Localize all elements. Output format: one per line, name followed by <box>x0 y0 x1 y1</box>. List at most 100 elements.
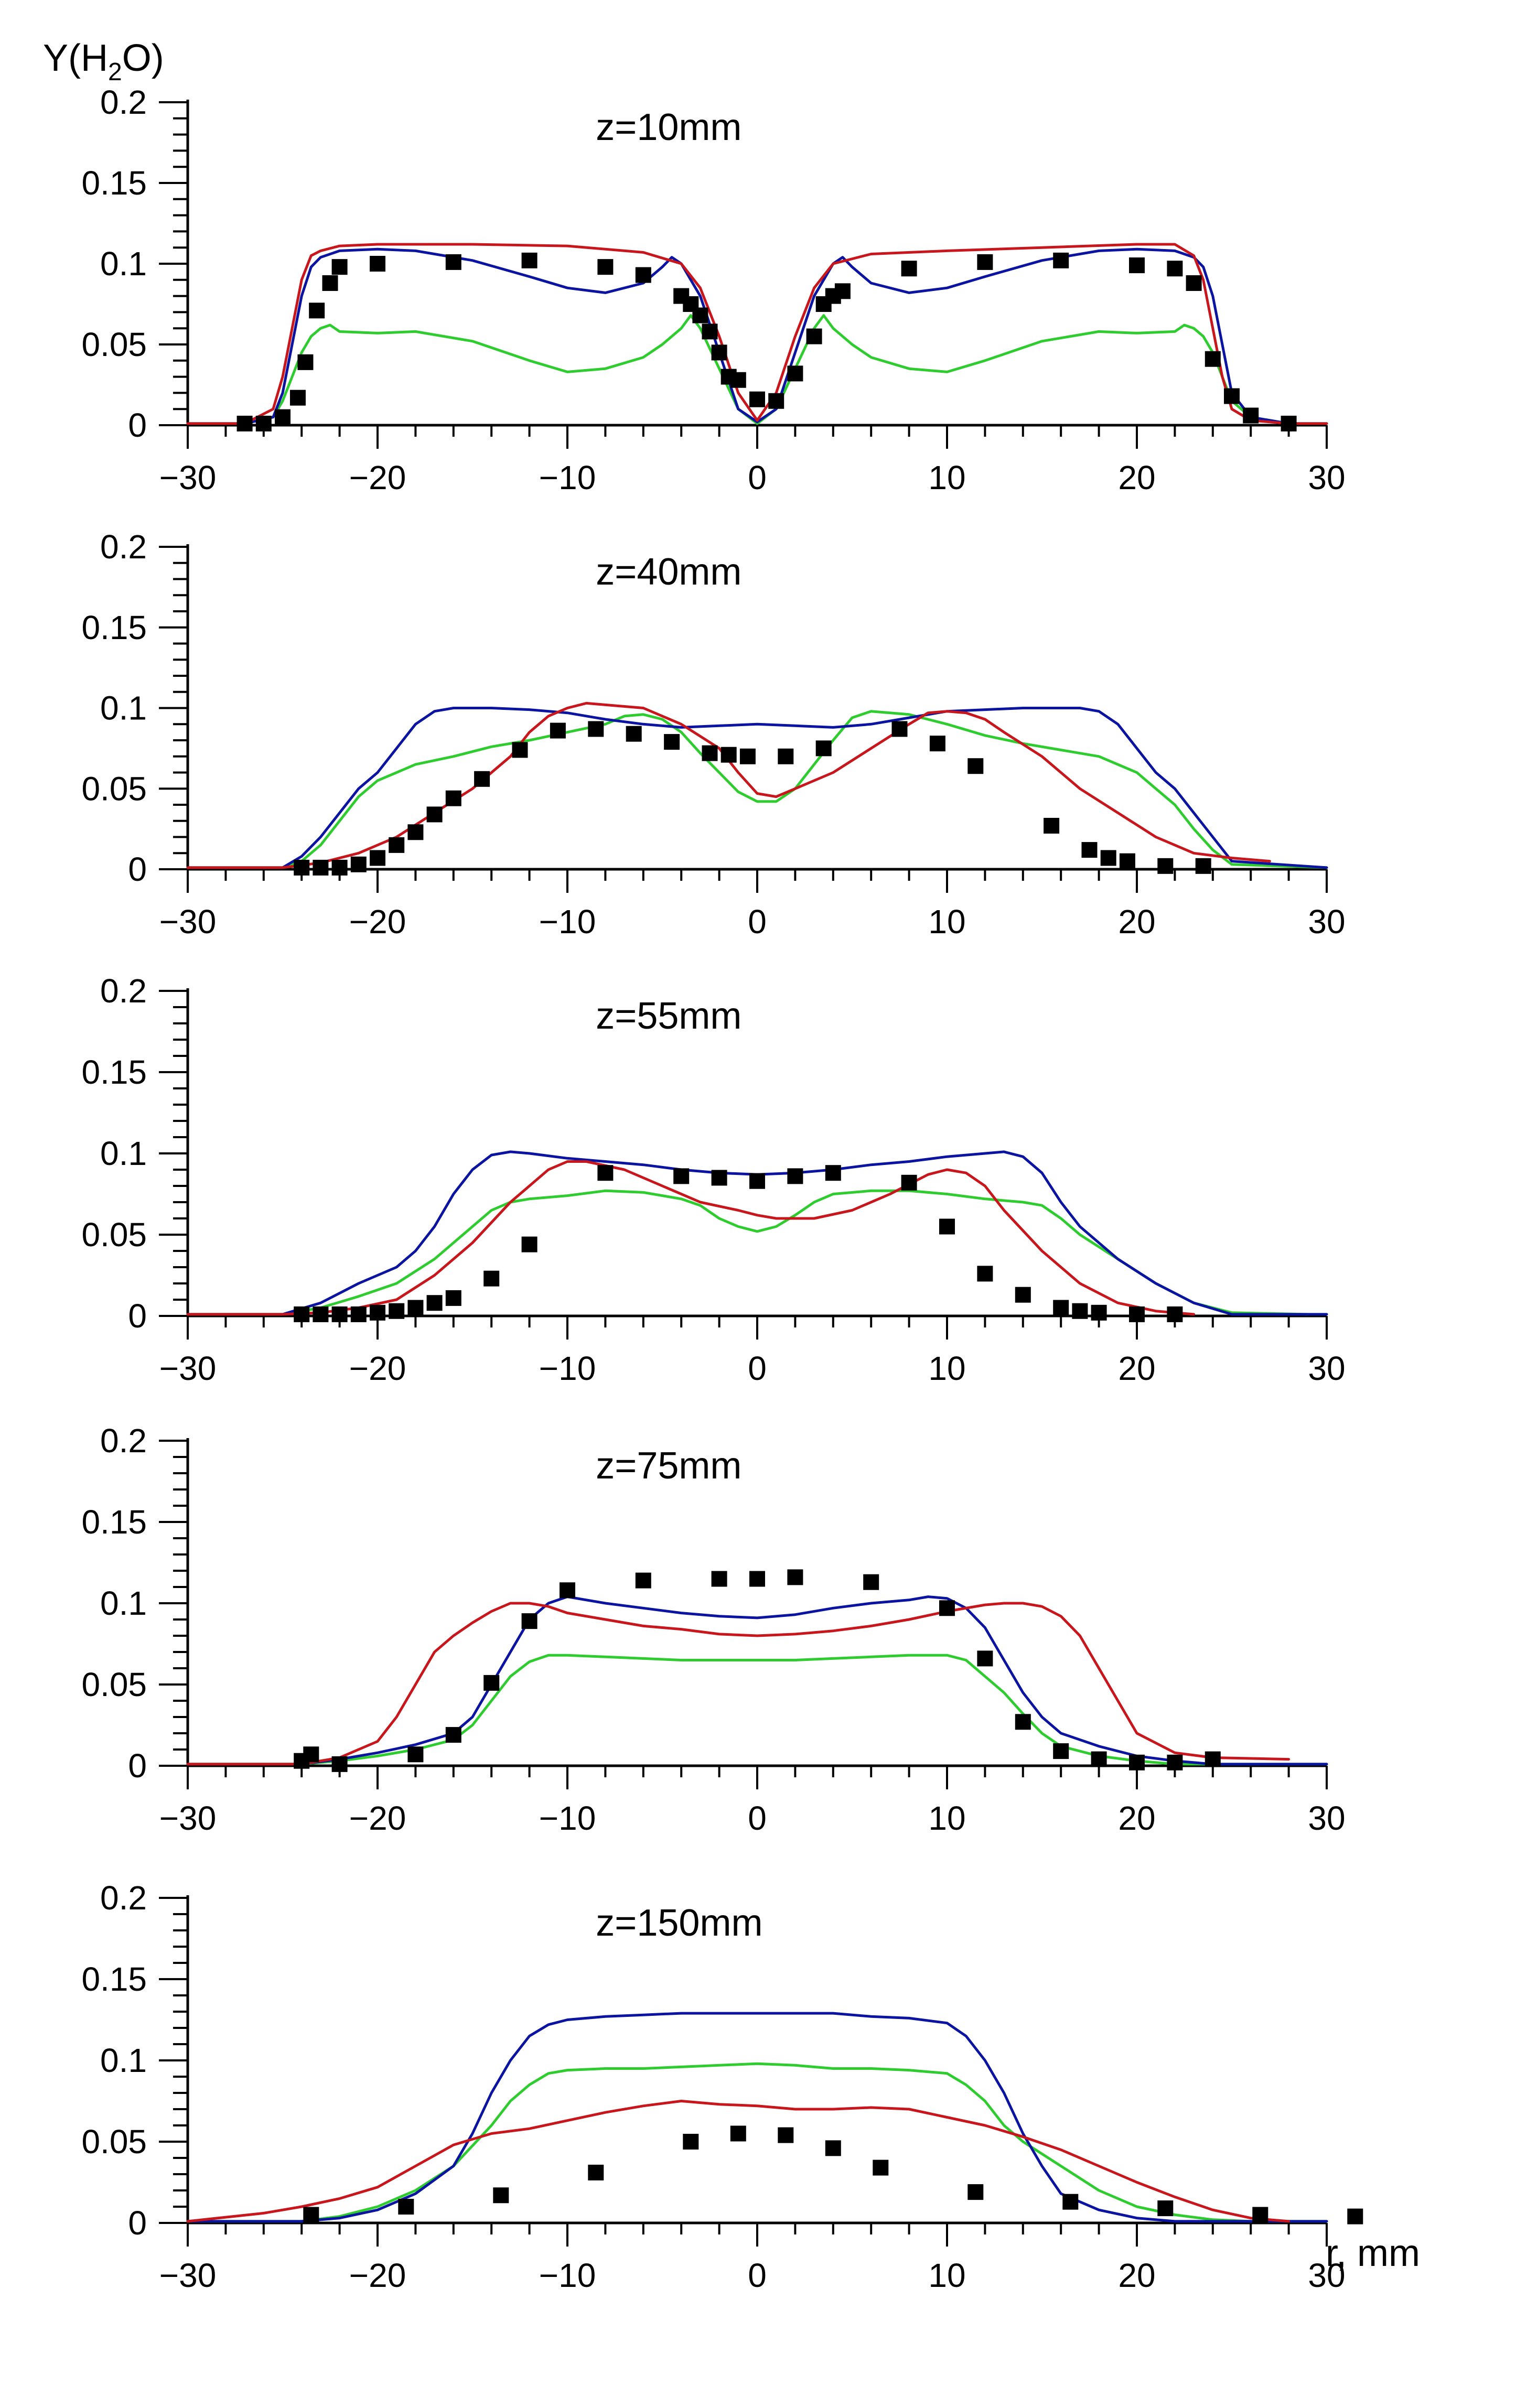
data-marker <box>939 1218 955 1235</box>
data-marker <box>1224 388 1240 404</box>
data-marker <box>891 721 908 737</box>
y-tick-label: 0 <box>128 850 147 888</box>
data-marker <box>1167 1306 1183 1322</box>
x-tick-label: 30 <box>1308 903 1345 941</box>
data-marker <box>331 259 348 275</box>
series-line-red <box>186 701 1271 869</box>
x-tick-label: −10 <box>539 459 596 496</box>
data-marker <box>834 283 851 299</box>
data-marker <box>297 354 314 370</box>
x-tick-label: 10 <box>928 903 965 941</box>
x-tick-label: −10 <box>539 1799 596 1837</box>
series-line-red <box>186 2100 1291 2223</box>
data-marker <box>236 415 253 431</box>
data-marker <box>1119 853 1135 869</box>
data-marker <box>550 722 566 739</box>
x-tick-label: −10 <box>539 1349 596 1387</box>
data-marker <box>350 856 367 872</box>
y-tick-label: 0.05 <box>81 1216 147 1254</box>
data-marker <box>294 859 310 876</box>
data-marker <box>407 1300 424 1316</box>
x-tick-label: 30 <box>1308 459 1345 496</box>
data-marker <box>445 254 461 270</box>
x-tick-label: −10 <box>539 2256 596 2294</box>
y-axis-label-main: Y(H <box>43 37 108 79</box>
data-marker <box>635 1572 651 1589</box>
data-marker <box>1015 1714 1031 1730</box>
x-tick-label: 20 <box>1118 1349 1155 1387</box>
data-marker <box>939 1600 955 1616</box>
data-marker <box>1129 1306 1145 1322</box>
data-marker <box>1167 261 1183 277</box>
data-marker <box>977 1650 993 1667</box>
data-marker <box>1205 351 1221 367</box>
data-marker <box>289 390 306 406</box>
y-tick-label: 0.2 <box>100 83 147 121</box>
y-tick-label: 0.15 <box>81 609 147 646</box>
data-marker <box>1195 858 1211 874</box>
panels-group: −30 −20 −10 0 10 20 3000.050.10.150.2z=10mm−30… <box>81 83 1363 2294</box>
data-marker <box>815 740 832 757</box>
data-marker <box>1186 275 1202 291</box>
data-marker <box>597 1165 614 1181</box>
data-marker <box>1044 817 1060 834</box>
y-tick-label: 0.15 <box>81 1503 147 1541</box>
x-tick-label: 0 <box>748 1799 767 1837</box>
x-tick-label: 20 <box>1118 459 1155 496</box>
data-marker <box>331 1756 348 1772</box>
data-marker <box>521 1613 537 1629</box>
x-tick-label: −30 <box>159 1349 217 1387</box>
data-marker <box>303 1746 319 1763</box>
x-tick-label: −20 <box>349 2256 406 2294</box>
x-tick-label: −30 <box>159 2256 217 2294</box>
panel-2: −30 −20 −10 0 10 20 30 0 0.05 0.1 0.15 0.2 z=40mm <box>81 528 1345 941</box>
y-tick-label: 0.05 <box>81 326 147 363</box>
data-marker <box>370 1304 385 1321</box>
data-marker <box>493 2187 509 2204</box>
data-marker <box>1053 252 1069 268</box>
data-marker <box>967 2184 984 2200</box>
data-marker <box>787 1569 803 1585</box>
data-marker <box>635 267 651 283</box>
panel-1: −30 −20 −10 0 10 20 30 0 0.05 0.1 0.15 0.2 z=10mm <box>81 83 1345 496</box>
x-tick-label: 10 <box>928 1799 965 1837</box>
data-marker <box>711 344 727 361</box>
data-marker <box>664 734 680 750</box>
x-tick-label: −20 <box>349 903 406 941</box>
panel-3: −30 −20 −10 0 10 20 30 0 0.05 0.1 0.15 0.2 z=55mm <box>81 972 1345 1387</box>
y-tick-label: 0.2 <box>100 528 147 566</box>
data-marker <box>521 252 537 268</box>
data-marker <box>294 1306 310 1322</box>
panel-title: z=40mm <box>596 551 741 593</box>
x-tick-label: −30 <box>159 1799 217 1837</box>
data-marker <box>588 2164 604 2180</box>
data-marker <box>1167 1754 1183 1770</box>
y-tick-label: 0.2 <box>100 1879 147 1917</box>
data-marker <box>1015 1287 1031 1303</box>
y-tick-label: 0 <box>128 1747 147 1785</box>
data-marker <box>749 391 765 407</box>
y-tick-label: 0.15 <box>81 1053 147 1091</box>
data-marker <box>778 748 794 764</box>
x-tick-label: 10 <box>928 2256 965 2294</box>
data-marker <box>445 1290 461 1306</box>
y-axis-label: Y(H2O) <box>43 37 164 86</box>
data-marker <box>1091 1751 1107 1767</box>
data-marker <box>483 1270 500 1287</box>
x-tick-label: −20 <box>349 1349 406 1387</box>
data-marker <box>1129 1754 1145 1770</box>
data-marker <box>331 859 348 876</box>
y-tick-label: 0.15 <box>81 1960 147 1998</box>
data-marker <box>445 1727 461 1743</box>
data-marker <box>521 1236 537 1252</box>
data-marker <box>626 726 642 742</box>
data-marker <box>901 261 917 277</box>
data-marker <box>588 721 604 737</box>
data-marker <box>398 2199 414 2215</box>
data-marker <box>901 1174 917 1191</box>
x-tick-label: 30 <box>1308 2256 1345 2294</box>
data-marker <box>806 328 822 344</box>
y-tick-label: 0.1 <box>100 245 147 283</box>
data-marker <box>739 748 756 764</box>
data-marker <box>1243 407 1259 424</box>
